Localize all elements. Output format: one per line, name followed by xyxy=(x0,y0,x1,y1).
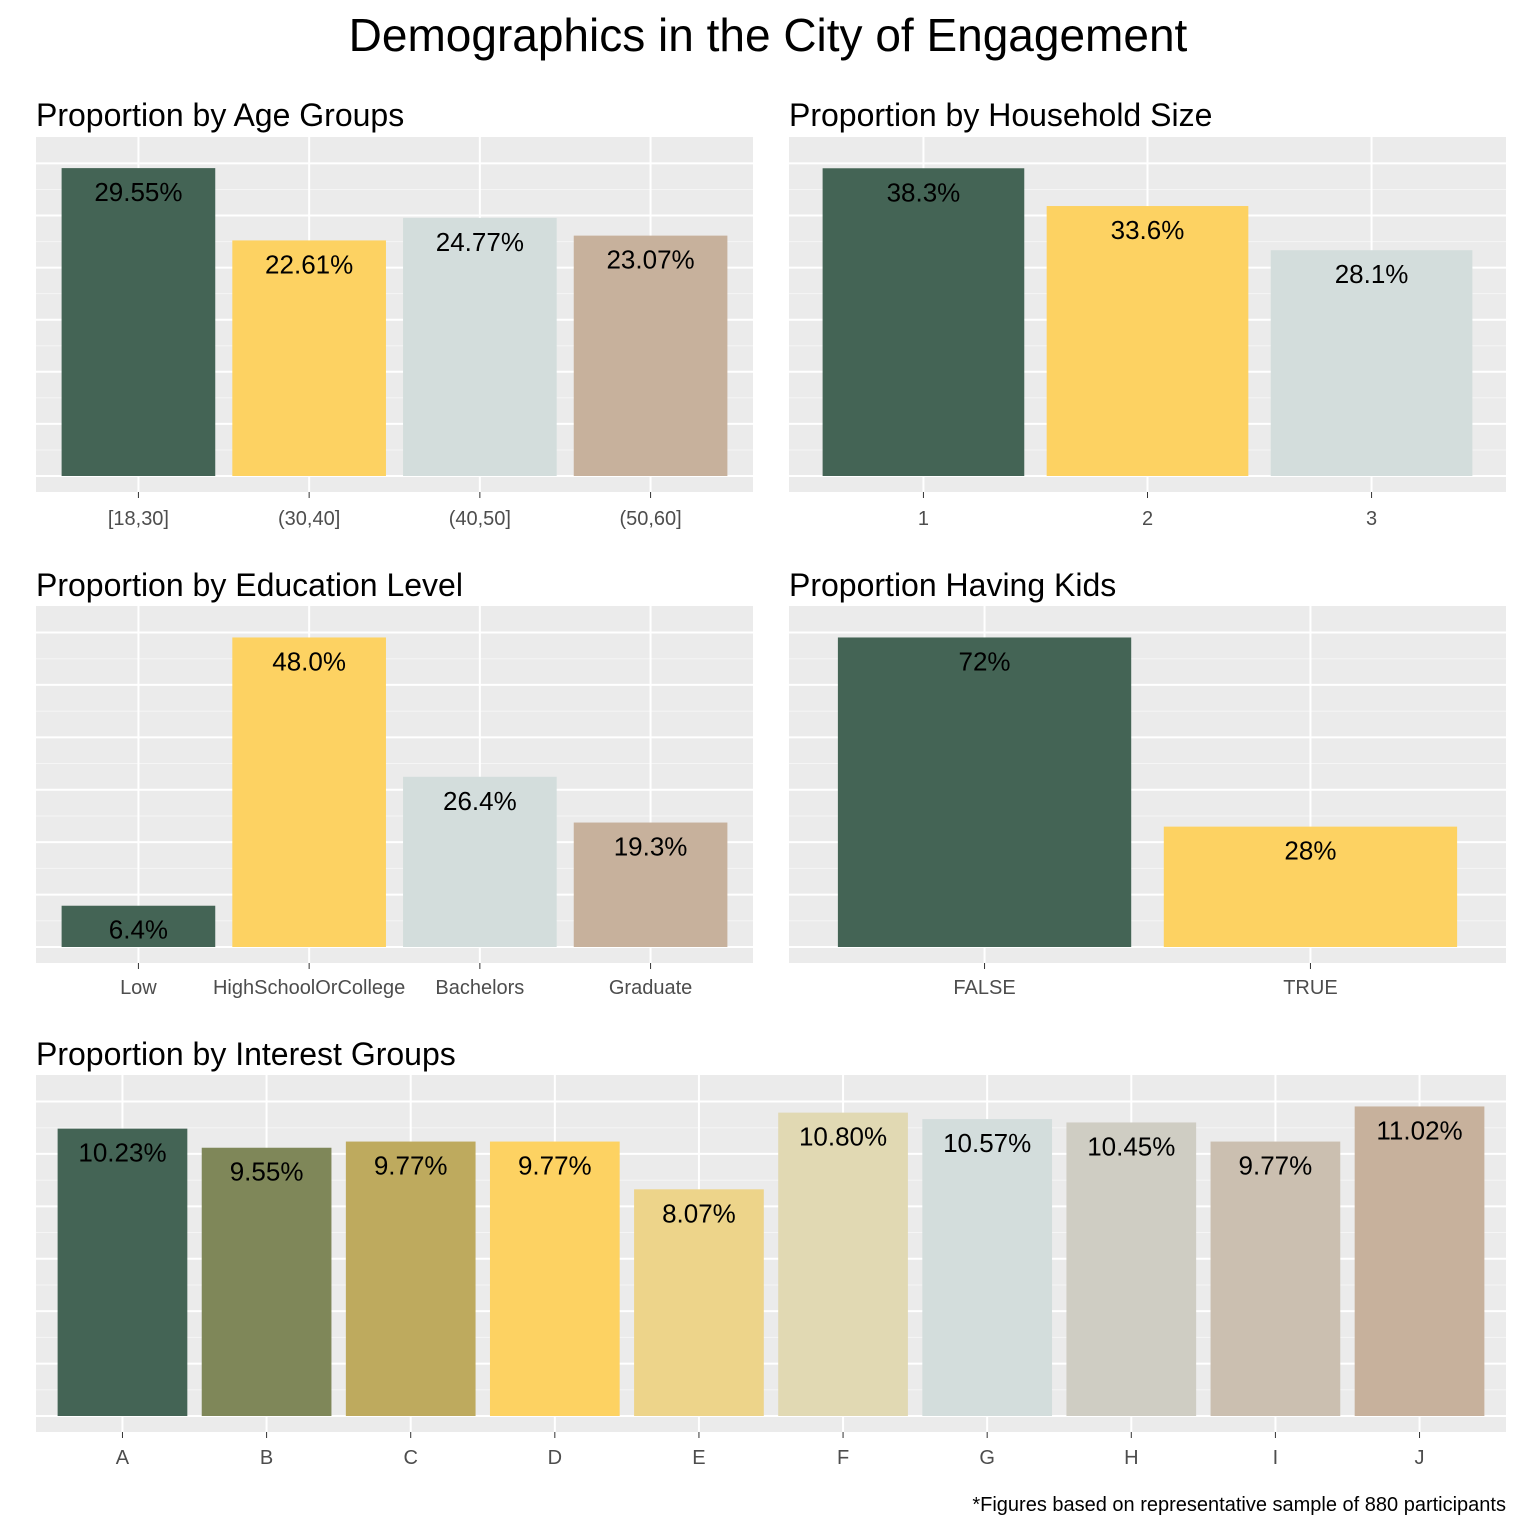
bar-value-label: 11.02% xyxy=(1376,1115,1462,1145)
main-title: Demographics in the City of Engagement xyxy=(348,9,1188,61)
x-tick-label: (30,40] xyxy=(278,508,340,530)
bar-I xyxy=(1210,1141,1341,1416)
bar-A xyxy=(57,1128,188,1416)
panel-1: Proportion by Age Groups 29.55% [18,30] 22.… xyxy=(36,97,753,530)
x-tick-label: F xyxy=(837,1447,849,1469)
bar-D xyxy=(489,1141,620,1416)
bar-value-label: 8.07% xyxy=(662,1198,736,1228)
bar-value-label: 10.57% xyxy=(943,1128,1031,1158)
bar-value-label: 10.80% xyxy=(799,1122,887,1152)
bar-value-label: 23.07% xyxy=(606,245,694,275)
panel-3: Proportion by Education Level 6.4% Low 48.0… xyxy=(36,567,753,999)
x-tick-label: I xyxy=(1273,1447,1279,1469)
bar-value-label: 10.45% xyxy=(1087,1131,1175,1161)
bar-value-label: 19.3% xyxy=(614,832,688,862)
x-tick-label: E xyxy=(692,1447,705,1469)
bar-(50,60] xyxy=(573,235,728,476)
bar-Bachelors xyxy=(403,776,557,947)
bar-F xyxy=(778,1112,908,1416)
bar-value-label: 26.4% xyxy=(443,786,517,816)
x-tick-label: Graduate xyxy=(609,977,692,999)
x-tick-label: D xyxy=(548,1447,562,1469)
bar-E xyxy=(634,1189,764,1416)
bar-value-label: 72% xyxy=(959,646,1011,676)
bar-value-label: 28.1% xyxy=(1335,259,1409,289)
bar-value-label: 6.4% xyxy=(109,915,168,945)
x-tick-label: C xyxy=(403,1447,417,1469)
panel-title: Proportion by Education Level xyxy=(36,567,463,603)
bar-FALSE xyxy=(837,637,1132,947)
x-tick-label: 2 xyxy=(1142,508,1153,530)
bar-HighSchoolOrCollege xyxy=(232,637,386,947)
x-tick-label: J xyxy=(1415,1447,1425,1469)
bar-J xyxy=(1354,1106,1485,1416)
x-tick-label: (50,60] xyxy=(619,508,681,530)
panel-title: Proportion by Age Groups xyxy=(36,97,404,133)
bar-1 xyxy=(822,168,1025,476)
panel-5: Proportion by Interest Groups 10.23% A 9.55… xyxy=(36,1036,1506,1469)
bar-G xyxy=(922,1119,1053,1416)
bar-value-label: 24.77% xyxy=(436,227,524,257)
x-tick-label: 1 xyxy=(918,508,929,530)
x-tick-label: TRUE xyxy=(1283,977,1337,999)
bar-value-label: 48.0% xyxy=(272,646,346,676)
x-tick-label: B xyxy=(260,1447,273,1469)
bar-2 xyxy=(1046,206,1249,476)
bar-[18,30] xyxy=(61,168,216,476)
bar-H xyxy=(1066,1122,1197,1416)
panel-2: Proportion by Household Size 38.3% 1 33.6% 2… xyxy=(789,97,1506,530)
bar-value-label: 9.77% xyxy=(374,1151,448,1181)
bar-Graduate xyxy=(573,822,728,947)
x-tick-label: HighSchoolOrCollege xyxy=(213,977,405,999)
bar-3 xyxy=(1270,250,1473,476)
bar-value-label: 9.77% xyxy=(518,1151,592,1181)
caption: *Figures based on representative sample … xyxy=(972,1494,1506,1516)
panel-title: Proportion by Interest Groups xyxy=(36,1036,456,1072)
bar-value-label: 28% xyxy=(1284,836,1336,866)
bar-value-label: 22.61% xyxy=(265,249,353,279)
x-tick-label: Low xyxy=(120,977,157,999)
x-tick-label: [18,30] xyxy=(108,508,169,530)
bar-value-label: 29.55% xyxy=(94,177,182,207)
bar-value-label: 33.6% xyxy=(1111,215,1185,245)
bar-(40,50] xyxy=(403,217,557,476)
bar-(30,40] xyxy=(232,240,386,476)
x-tick-label: H xyxy=(1124,1447,1138,1469)
bar-Low xyxy=(61,905,216,947)
bar-C xyxy=(345,1141,476,1416)
x-tick-label: FALSE xyxy=(953,977,1015,999)
x-tick-label: (40,50] xyxy=(449,508,511,530)
panel-4: Proportion Having Kids 72% FALSE 28% TRUE xyxy=(789,567,1506,999)
x-tick-label: 3 xyxy=(1366,508,1377,530)
bar-value-label: 9.55% xyxy=(230,1157,304,1187)
x-tick-label: Bachelors xyxy=(435,977,524,999)
panel-title: Proportion by Household Size xyxy=(789,97,1212,133)
x-tick-label: G xyxy=(979,1447,995,1469)
bar-B xyxy=(201,1147,332,1416)
panel-title: Proportion Having Kids xyxy=(789,567,1116,603)
bar-value-label: 38.3% xyxy=(887,177,961,207)
bar-TRUE xyxy=(1163,826,1458,947)
x-tick-label: A xyxy=(116,1447,130,1469)
bar-value-label: 10.23% xyxy=(78,1138,166,1168)
bar-value-label: 9.77% xyxy=(1239,1151,1313,1181)
